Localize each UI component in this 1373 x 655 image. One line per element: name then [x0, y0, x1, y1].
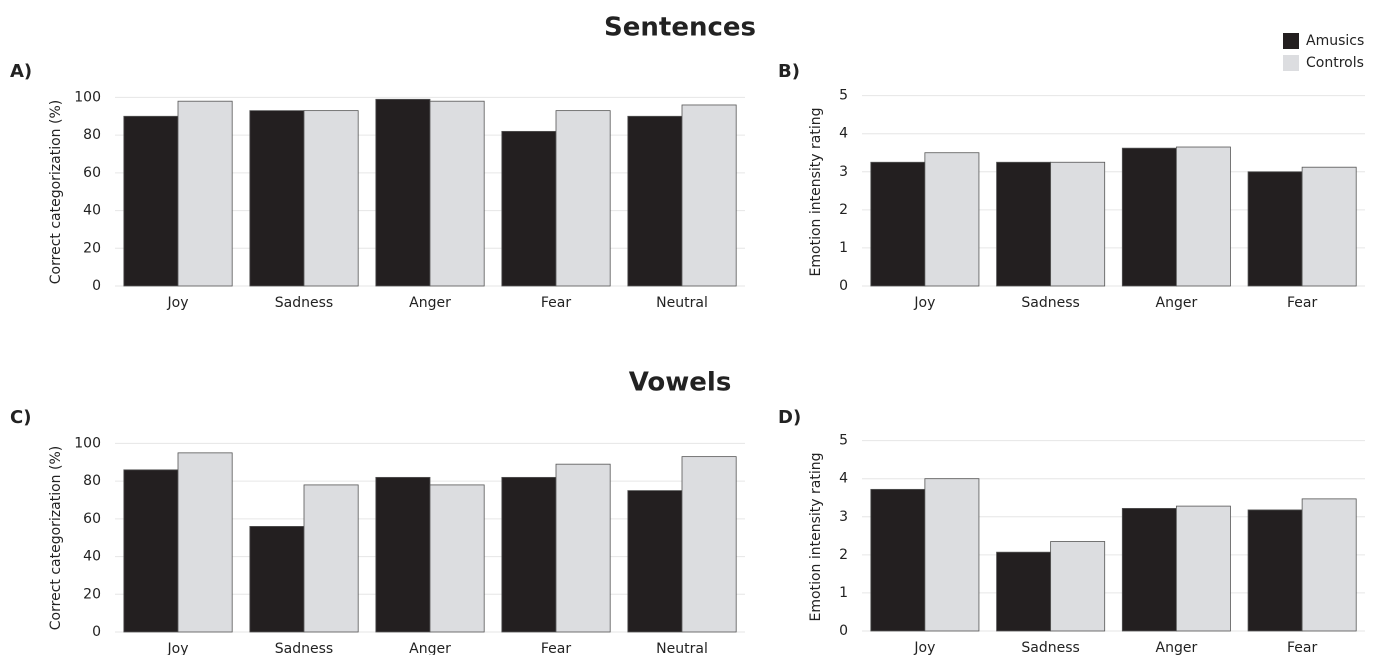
- bar: [123, 115, 179, 287]
- bar: [249, 110, 305, 287]
- x-tick-label: Sadness: [1021, 640, 1079, 655]
- bar: [681, 104, 737, 287]
- bar: [627, 115, 683, 287]
- x-tick-label: Anger: [409, 641, 451, 655]
- bar: [1121, 507, 1177, 632]
- y-tick-label: 40: [83, 203, 101, 219]
- bar: [1175, 505, 1231, 632]
- bar: [870, 488, 926, 632]
- y-tick-label: 1: [839, 585, 848, 601]
- bar: [555, 463, 611, 633]
- y-axis-label: Correct categorization (%): [48, 100, 64, 284]
- y-tick-label: 40: [83, 549, 101, 565]
- bar: [681, 456, 737, 633]
- bar: [501, 130, 557, 287]
- bar: [627, 490, 683, 633]
- y-tick-label: 5: [839, 433, 848, 449]
- panel-label: A): [10, 61, 32, 82]
- bar: [1175, 146, 1231, 287]
- x-tick-label: Joy: [167, 295, 189, 311]
- y-tick-label: 20: [83, 586, 101, 602]
- bar: [375, 476, 431, 633]
- x-tick-label: Neutral: [656, 295, 708, 311]
- x-tick-label: Fear: [1287, 640, 1317, 655]
- bar: [996, 161, 1052, 287]
- x-tick-label: Joy: [913, 295, 935, 311]
- bar: [1301, 498, 1357, 632]
- x-tick-label: Joy: [167, 641, 189, 655]
- panel-label: D): [778, 407, 801, 428]
- y-tick-label: 100: [74, 89, 101, 105]
- legend-label: Controls: [1306, 55, 1364, 71]
- x-tick-label: Anger: [409, 295, 451, 311]
- x-tick-label: Joy: [913, 640, 935, 655]
- x-tick-label: Sadness: [1021, 295, 1079, 311]
- bar: [924, 152, 980, 287]
- x-tick-label: Sadness: [275, 295, 333, 311]
- bar: [177, 452, 233, 633]
- section-title: Vowels: [629, 368, 732, 398]
- bar: [870, 161, 926, 287]
- x-tick-label: Anger: [1156, 295, 1198, 311]
- y-tick-label: 3: [839, 509, 848, 525]
- y-tick-label: 20: [83, 240, 101, 256]
- y-tick-label: 1: [839, 240, 848, 256]
- x-tick-label: Fear: [541, 295, 571, 311]
- y-tick-label: 3: [839, 164, 848, 180]
- legend-swatch: [1283, 55, 1299, 71]
- x-tick-label: Neutral: [656, 641, 708, 655]
- y-axis-label: Emotion intensity rating: [808, 453, 824, 622]
- bar: [996, 551, 1052, 632]
- bar: [1301, 166, 1357, 287]
- y-axis-label: Correct categorization (%): [48, 446, 64, 630]
- panel-label: C): [10, 407, 31, 428]
- bar: [303, 484, 359, 633]
- y-tick-label: 0: [839, 278, 848, 294]
- bar: [249, 526, 305, 633]
- x-tick-label: Anger: [1156, 640, 1198, 655]
- y-tick-label: 80: [83, 127, 101, 143]
- y-tick-label: 60: [83, 511, 101, 527]
- bar: [501, 476, 557, 633]
- y-tick-label: 5: [839, 88, 848, 104]
- x-tick-label: Fear: [1287, 295, 1317, 311]
- bar: [1247, 171, 1303, 287]
- panel-label: B): [778, 61, 800, 82]
- bar: [555, 110, 611, 287]
- bar: [1050, 541, 1106, 632]
- y-tick-label: 2: [839, 547, 848, 563]
- section-title: Sentences: [604, 13, 756, 43]
- y-tick-label: 4: [839, 471, 848, 487]
- bar: [1050, 161, 1106, 287]
- bar: [924, 478, 980, 632]
- bar: [429, 484, 485, 633]
- bar: [303, 110, 359, 287]
- bar: [375, 98, 431, 287]
- y-tick-label: 100: [74, 435, 101, 451]
- y-tick-label: 0: [92, 278, 101, 294]
- bar: [1121, 147, 1177, 287]
- y-tick-label: 0: [839, 623, 848, 639]
- y-tick-label: 80: [83, 473, 101, 489]
- y-tick-label: 2: [839, 202, 848, 218]
- x-tick-label: Fear: [541, 641, 571, 655]
- bar: [429, 100, 485, 287]
- legend-swatch: [1283, 33, 1299, 49]
- bar: [177, 100, 233, 287]
- legend-label: Amusics: [1306, 33, 1364, 49]
- bar: [1247, 509, 1303, 632]
- x-tick-label: Sadness: [275, 641, 333, 655]
- y-tick-label: 0: [92, 624, 101, 640]
- y-tick-label: 4: [839, 126, 848, 142]
- y-tick-label: 60: [83, 165, 101, 181]
- bar: [123, 469, 179, 633]
- y-axis-label: Emotion intensity rating: [808, 108, 824, 277]
